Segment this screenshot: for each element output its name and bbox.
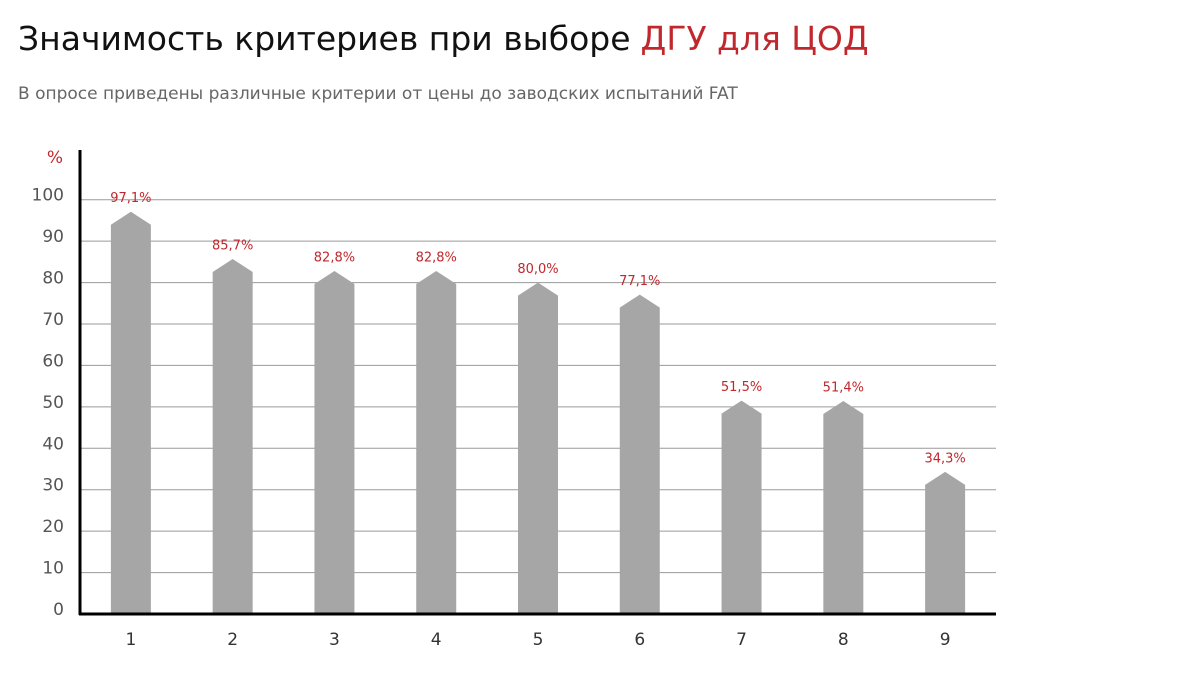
y-tick-label: 90 [42,227,64,247]
value-label: 82,8% [314,250,355,265]
bar [619,294,660,614]
y-tick-label: 30 [42,476,64,496]
y-tick-label: 20 [42,517,64,537]
y-tick-label: 0 [53,600,64,620]
value-label: 82,8% [416,250,457,265]
title-highlight: ДГУ для ЦОД [641,19,869,58]
bar [110,211,151,614]
x-tick-label: 1 [125,630,136,650]
x-tick-label: 4 [431,630,442,650]
bar [823,401,864,614]
title-main: Значимость критериев при выборе [18,19,631,58]
value-label: 34,3% [924,451,965,466]
bar [721,400,762,614]
x-tick-label: 7 [736,630,747,650]
x-tick-label: 9 [940,630,951,650]
bar [314,270,355,614]
value-label: 85,7% [212,238,253,253]
value-label: 51,5% [721,380,762,395]
x-tick-label: 2 [227,630,238,650]
y-tick-label: 100 [32,186,64,206]
bar [925,471,966,614]
value-label: 51,4% [823,381,864,396]
x-tick-label: 6 [634,630,645,650]
x-tick-label: 3 [329,630,340,650]
y-axis-label: % [47,148,63,168]
y-tick-label: 10 [42,559,64,579]
y-tick-label: 70 [42,310,64,330]
y-tick-label: 80 [42,269,64,289]
subtitle: В опросе приведены различные критерии от… [18,84,738,104]
chart-title: Значимость критериев при выборе ДГУ для Ц… [18,19,869,58]
bar [212,258,253,614]
value-label: 97,1% [110,191,151,206]
x-tick-label: 8 [838,630,849,650]
y-tick-label: 60 [42,351,64,371]
value-label: 77,1% [619,274,660,289]
value-label: 80,0% [517,262,558,277]
bar [416,270,457,614]
x-tick-label: 5 [533,630,544,650]
y-tick-label: 50 [42,393,64,413]
bar [518,282,558,614]
y-tick-label: 40 [42,434,64,454]
